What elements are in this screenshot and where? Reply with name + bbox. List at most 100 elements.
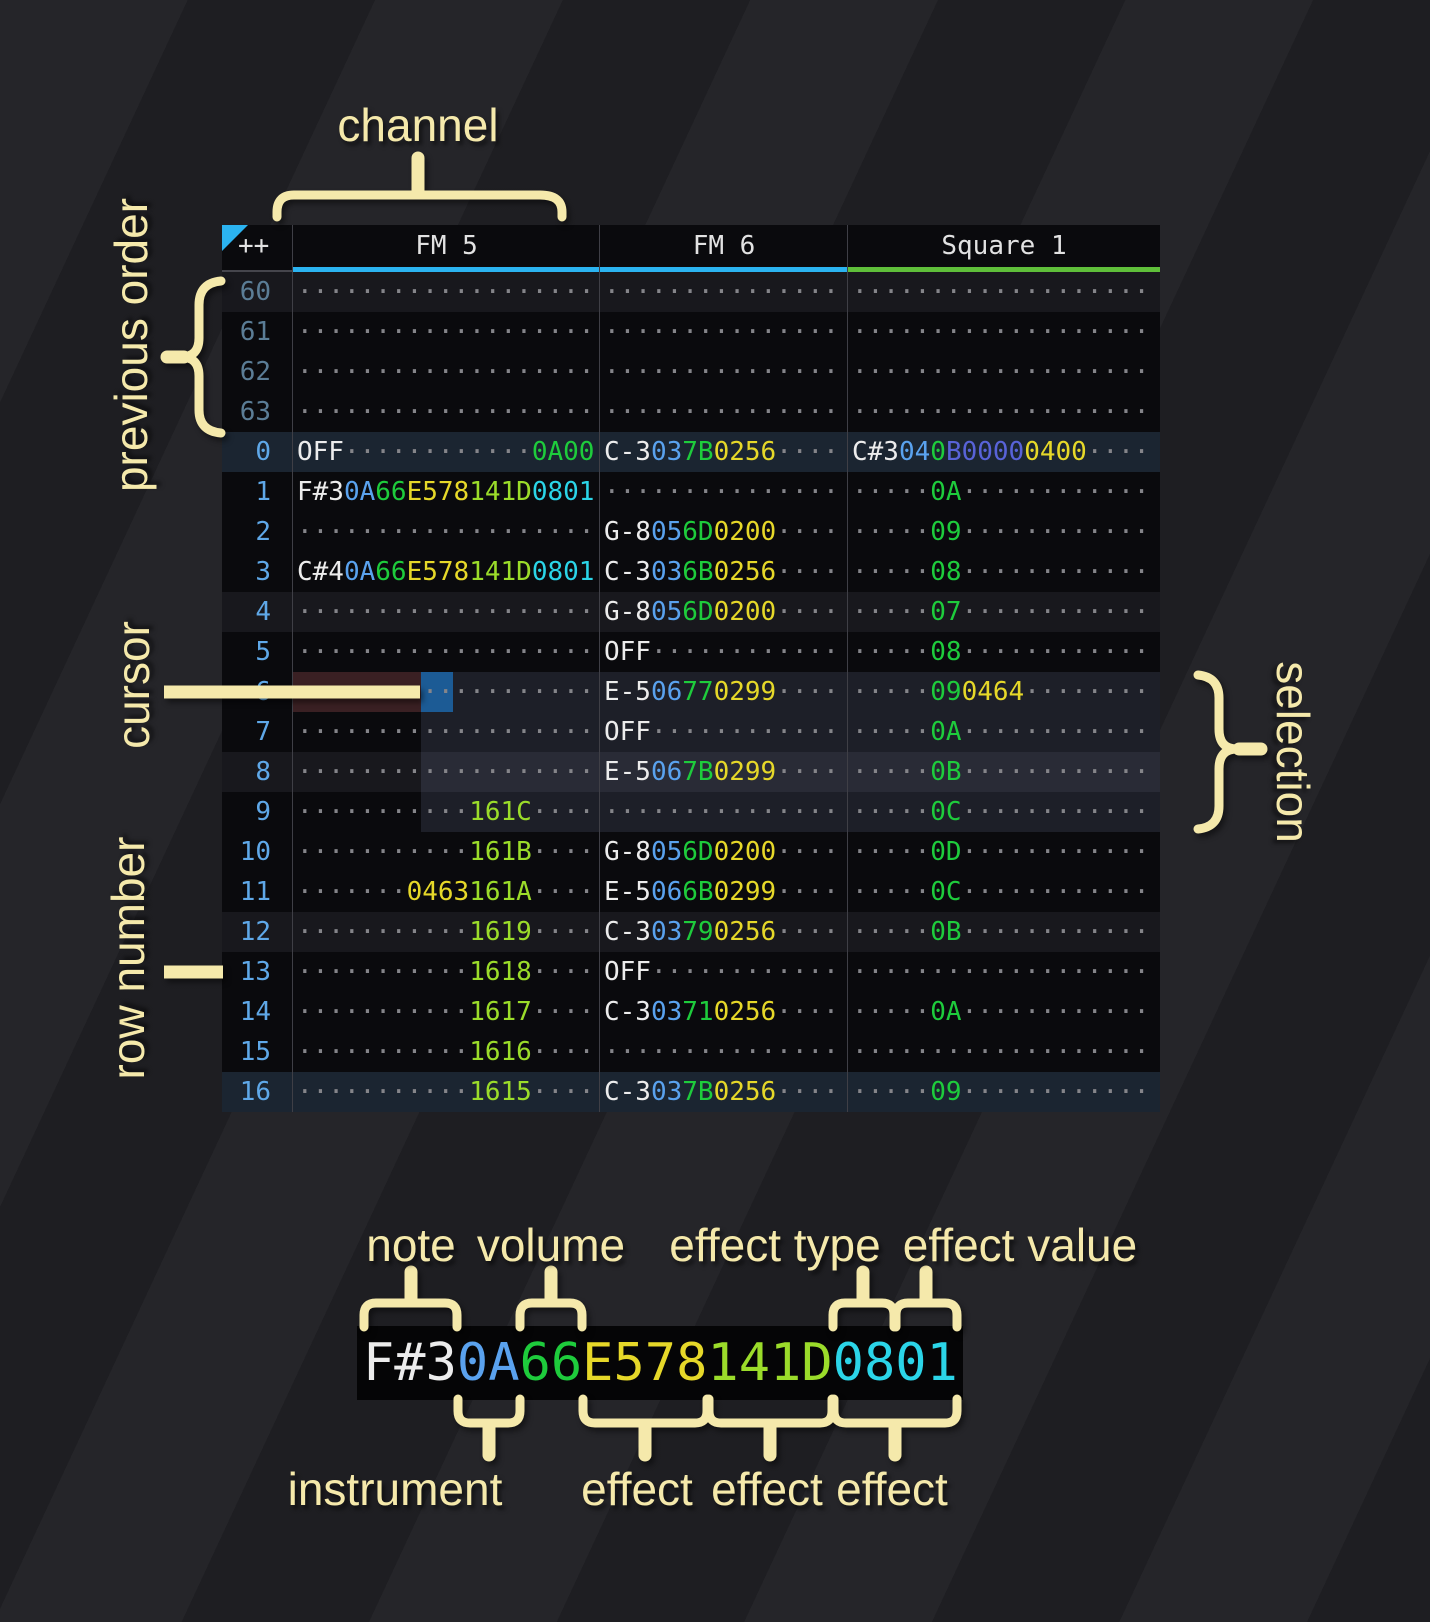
- row-number: 61: [239, 317, 271, 347]
- pattern-segment: 1617: [469, 997, 532, 1027]
- pattern-cell-square1[interactable]: ·····08············: [848, 632, 1160, 672]
- pattern-segment: 6D: [682, 517, 714, 547]
- pattern-cell-fm6[interactable]: E-5066B0299····: [600, 872, 848, 912]
- channel-header-square-1[interactable]: Square 1: [941, 231, 1067, 261]
- pattern-cell-fm5[interactable]: ···········1617····: [293, 992, 600, 1032]
- pattern-cell-fm5[interactable]: ···················: [293, 272, 600, 312]
- pattern-cell-fm6[interactable]: C-303710256····: [600, 992, 848, 1032]
- pattern-segment: E-5: [604, 877, 651, 907]
- pattern-segment: ····: [531, 997, 595, 1027]
- pattern-cell-fm6[interactable]: OFF············: [600, 632, 848, 672]
- pattern-cell-square1[interactable]: ···················: [848, 952, 1160, 992]
- pattern-cell-fm5[interactable]: ···················: [293, 592, 600, 632]
- pattern-segment: ···················: [852, 957, 1150, 987]
- pattern-cell-square1[interactable]: ·····0A············: [848, 472, 1160, 512]
- pattern-cell-fm5[interactable]: OFF············0A00: [293, 432, 600, 472]
- pattern-cell-fm5[interactable]: F#30A66E578141D0801: [293, 472, 600, 512]
- pattern-cell-fm5[interactable]: ···················: [293, 352, 600, 392]
- pattern-segment: 04: [898, 437, 931, 467]
- pattern-cell-square1[interactable]: ·····0D············: [848, 832, 1160, 872]
- pattern-cell-fm5[interactable]: C#40A66E578141D0801: [293, 552, 600, 592]
- pattern-cell-fm6[interactable]: C-3036B0256····: [600, 552, 848, 592]
- pattern-segment: ·····: [852, 637, 931, 667]
- pattern-cell-fm6[interactable]: ···············: [600, 312, 848, 352]
- pattern-row: 9 ···········161C···· ··············· ·····…: [222, 792, 1160, 832]
- pattern-cell-square1[interactable]: ·····0A············: [848, 712, 1160, 752]
- pattern-cell-square1[interactable]: ·····090464········: [848, 672, 1160, 712]
- pattern-segment: 0A: [930, 997, 962, 1027]
- pattern-cell-fm6[interactable]: E-5067B0299····: [600, 752, 848, 792]
- pattern-cell-fm6[interactable]: ···············: [600, 1032, 848, 1072]
- pattern-segment: 161A: [469, 877, 532, 907]
- pattern-cell-fm5[interactable]: ···········161B····: [293, 832, 600, 872]
- pattern-segment: ············: [961, 917, 1150, 947]
- pattern-cell-fm6[interactable]: ···············: [600, 392, 848, 432]
- pattern-segment: 06: [650, 757, 683, 787]
- pattern-segment: ···················: [297, 757, 595, 787]
- pattern-segment: 0256: [713, 997, 777, 1027]
- pattern-cell-square1[interactable]: ·····0B············: [848, 752, 1160, 792]
- pattern-cell-fm6[interactable]: E-506770299····: [600, 672, 848, 712]
- pattern-segment: 77: [682, 677, 714, 707]
- pattern-cell-fm5[interactable]: ···················: [293, 312, 600, 352]
- pattern-cell-square1[interactable]: ·····09············: [848, 1072, 1160, 1112]
- pattern-cell-fm5[interactable]: ···················: [293, 392, 600, 432]
- pattern-cell-fm5[interactable]: ···········1615····: [293, 1072, 600, 1112]
- pattern-cell-square1[interactable]: ···················: [848, 352, 1160, 392]
- pattern-cell-fm6[interactable]: OFF············: [600, 952, 848, 992]
- channel-header-fm-6[interactable]: FM 6: [692, 231, 756, 261]
- pattern-cell-fm6[interactable]: G-8056D0200····: [600, 832, 848, 872]
- pattern-segment: ····: [776, 437, 839, 467]
- pattern-cell-square1[interactable]: ·····0B············: [848, 912, 1160, 952]
- row-number: 15: [239, 1037, 271, 1067]
- pattern-cell-fm5[interactable]: ···········1619····: [293, 912, 600, 952]
- pattern-cell-square1[interactable]: ·····09············: [848, 512, 1160, 552]
- pattern-cell-square1[interactable]: ·····0C············: [848, 872, 1160, 912]
- pattern-row: 63 ··················· ··············· ····…: [222, 392, 1160, 432]
- pattern-cell-fm6[interactable]: C-3037B0256····: [600, 432, 848, 472]
- pattern-cell-fm6[interactable]: C-3037B0256····: [600, 1072, 848, 1112]
- pattern-segment: 05: [650, 837, 683, 867]
- pattern-cell-fm6[interactable]: ···············: [600, 272, 848, 312]
- pattern-cell-square1[interactable]: C#3040B00000400····: [848, 432, 1160, 472]
- effect1-bracket: [578, 1394, 712, 1428]
- pattern-cell-fm6[interactable]: OFF············: [600, 712, 848, 752]
- pattern-cell-square1[interactable]: ·····08············: [848, 552, 1160, 592]
- pattern-segment: ····: [776, 757, 839, 787]
- pattern-cell-square1[interactable]: ·····0A············: [848, 992, 1160, 1032]
- pattern-cell-fm5[interactable]: ···········161C····: [293, 792, 600, 832]
- pattern-cell-fm5[interactable]: ···················: [293, 752, 600, 792]
- effect-label: effect: [711, 1463, 823, 1515]
- pattern-cell-fm5[interactable]: ···················: [293, 672, 600, 712]
- pattern-segment: 71: [682, 997, 714, 1027]
- pattern-cell-square1[interactable]: ···················: [848, 312, 1160, 352]
- pattern-cell-fm6[interactable]: ···············: [600, 792, 848, 832]
- pattern-segment: ····: [776, 597, 839, 627]
- pattern-cell-square1[interactable]: ·····0C············: [848, 792, 1160, 832]
- pattern-cell-fm6[interactable]: ···············: [600, 352, 848, 392]
- pattern-cell-square1[interactable]: ···················: [848, 1032, 1160, 1072]
- pattern-cell-fm6[interactable]: G-8056D0200····: [600, 592, 848, 632]
- pattern-options-button[interactable]: ++: [238, 231, 270, 261]
- pattern-segment: 0A00: [531, 437, 595, 467]
- pattern-segment: ····: [531, 957, 595, 987]
- pattern-segment: 0A: [930, 477, 962, 507]
- pattern-cell-fm5[interactable]: ·······0463161A····: [293, 872, 600, 912]
- pattern-cell-fm6[interactable]: ···············: [600, 472, 848, 512]
- pattern-cell-square1[interactable]: ···················: [848, 272, 1160, 312]
- row-number: 4: [255, 597, 271, 627]
- channel-header-fm-5[interactable]: FM 5: [415, 231, 478, 261]
- row-number: 16: [239, 1077, 271, 1107]
- selection-label: selection: [1267, 661, 1319, 843]
- pattern-cell-fm5[interactable]: ···················: [293, 512, 600, 552]
- pattern-cell-fm5[interactable]: ···········1618····: [293, 952, 600, 992]
- pattern-cell-fm5[interactable]: ···········1616····: [293, 1032, 600, 1072]
- pattern-cell-fm5[interactable]: ···················: [293, 632, 600, 672]
- pattern-cell-square1[interactable]: ···················: [848, 392, 1160, 432]
- pattern-cell-square1[interactable]: ·····07············: [848, 592, 1160, 632]
- pattern-segment: 0A: [456, 1333, 520, 1393]
- pattern-cell-fm5[interactable]: ···················: [293, 712, 600, 752]
- pattern-cell-fm6[interactable]: C-303790256····: [600, 912, 848, 952]
- pattern-segment: ····: [531, 917, 595, 947]
- pattern-cell-fm6[interactable]: G-8056D0200····: [600, 512, 848, 552]
